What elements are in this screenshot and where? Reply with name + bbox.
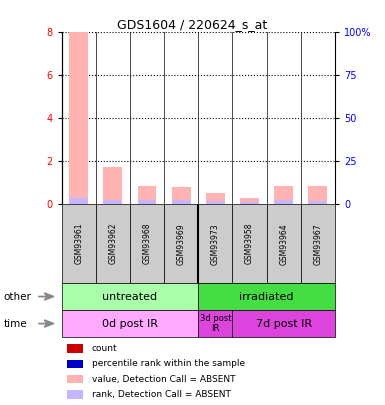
Bar (137, 200, 156, 205)
Text: GSM93973: GSM93973 (211, 223, 220, 264)
Bar (96, 205, 130, 283)
Bar (62, 283, 198, 310)
Bar (67, 375, 84, 384)
Bar (62, 205, 96, 283)
Bar (240, 202, 259, 205)
Text: 3d post
IR: 3d post IR (199, 314, 231, 333)
Bar (308, 201, 327, 205)
Bar (69, 32, 88, 205)
Bar (69, 198, 88, 205)
Bar (301, 205, 335, 283)
Bar (206, 192, 225, 205)
Bar (233, 310, 335, 337)
Text: GSM93964: GSM93964 (279, 223, 288, 264)
Bar (67, 360, 84, 368)
Text: GSM93962: GSM93962 (108, 223, 117, 264)
Bar (198, 205, 233, 283)
Bar (172, 187, 191, 205)
Bar (104, 200, 122, 205)
Text: time: time (4, 319, 27, 328)
Bar (67, 390, 84, 399)
Text: GSM93968: GSM93968 (142, 223, 152, 264)
Bar (67, 344, 84, 353)
Text: rank, Detection Call = ABSENT: rank, Detection Call = ABSENT (92, 390, 231, 399)
Text: count: count (92, 344, 117, 353)
Bar (308, 186, 327, 205)
Bar (240, 198, 259, 205)
Bar (274, 200, 293, 205)
Text: 0d post IR: 0d post IR (102, 319, 158, 328)
Text: 7d post IR: 7d post IR (256, 319, 312, 328)
Bar (172, 200, 191, 205)
Text: GSM93958: GSM93958 (245, 223, 254, 264)
Text: untreated: untreated (102, 292, 157, 302)
Text: GSM93961: GSM93961 (74, 223, 83, 264)
Bar (274, 186, 293, 205)
Text: value, Detection Call = ABSENT: value, Detection Call = ABSENT (92, 375, 235, 384)
Text: GSM93967: GSM93967 (313, 223, 322, 264)
Bar (62, 310, 198, 337)
Bar (164, 205, 198, 283)
Bar (233, 205, 266, 283)
Bar (198, 310, 233, 337)
Text: GSM93969: GSM93969 (177, 223, 186, 264)
Text: other: other (4, 292, 32, 302)
Bar (206, 201, 225, 205)
Text: irradiated: irradiated (239, 292, 294, 302)
Bar (198, 283, 335, 310)
Bar (137, 186, 156, 205)
Bar (130, 205, 164, 283)
Bar (266, 205, 301, 283)
Text: percentile rank within the sample: percentile rank within the sample (92, 359, 245, 369)
Bar (104, 167, 122, 205)
Text: GDS1604 / 220624_s_at: GDS1604 / 220624_s_at (117, 18, 268, 31)
